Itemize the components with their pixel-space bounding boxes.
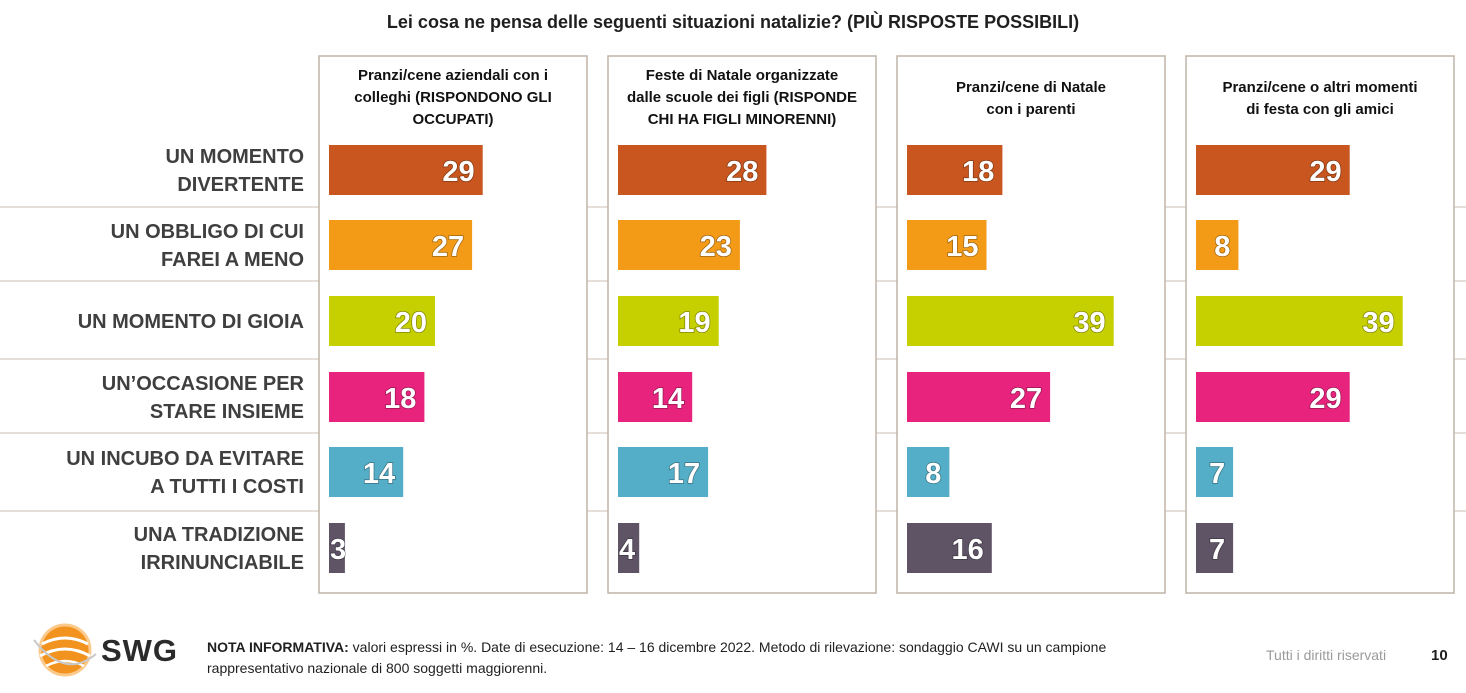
- bar: [1196, 447, 1234, 497]
- column-header: colleghi (RISPONDONO GLI: [354, 89, 552, 106]
- bar: [907, 372, 1051, 422]
- column-header: Feste di Natale organizzate: [646, 67, 839, 84]
- bar: [618, 220, 740, 270]
- bar-value-label: 39: [1362, 307, 1394, 339]
- column-panel-2: Feste di Natale organizzate dalle scuole …: [607, 55, 877, 594]
- column-header: Pranzi/cene aziendali con i: [358, 67, 548, 84]
- column-header: OCCUPATI): [412, 111, 493, 128]
- category-label: UN’OCCASIONE PER: [102, 373, 305, 395]
- column-panel-1: Pranzi/cene aziendali con i colleghi (RIS…: [318, 55, 588, 594]
- bar-value-label: 29: [1309, 383, 1341, 415]
- bar: [618, 372, 693, 422]
- category-label: STARE INSIEME: [150, 401, 304, 423]
- bar: [1196, 145, 1350, 195]
- bar-value-label: 8: [1214, 231, 1230, 263]
- bar-value-label: 39: [1073, 307, 1105, 339]
- category-label: DIVERTENTE: [177, 174, 304, 196]
- column-panel-3: Pranzi/cene di Natale con i parenti 18 15 39…: [896, 55, 1166, 594]
- bar-value-label: 19: [678, 307, 710, 339]
- swg-logo-icon: [33, 623, 97, 677]
- note-label: NOTA INFORMATIVA:: [207, 639, 349, 655]
- bar-value-label: 7: [1209, 458, 1225, 490]
- bar: [329, 523, 345, 573]
- bar: [329, 447, 404, 497]
- bar: [907, 145, 1003, 195]
- column-panel-4: Pranzi/cene o altri momenti di festa con …: [1185, 55, 1455, 594]
- logo-text: SWG: [101, 633, 179, 668]
- category-label: UN MOMENTO: [165, 146, 304, 168]
- bar-value-label: 17: [668, 458, 700, 490]
- category-label: UN OBBLIGO DI CUI: [111, 221, 304, 243]
- bar-value-label: 7: [1209, 534, 1225, 566]
- bar: [618, 523, 640, 573]
- bar: [907, 447, 950, 497]
- note-line-2: rappresentativo nazionale di 800 soggett…: [207, 660, 548, 676]
- category-label: A TUTTI I COSTI: [150, 476, 304, 498]
- bar: [1196, 372, 1350, 422]
- bar: [618, 447, 709, 497]
- bar-value-label: 16: [952, 534, 984, 566]
- bar: [329, 220, 473, 270]
- info-note: NOTA INFORMATIVA: valori espressi in %. …: [207, 637, 1217, 679]
- bar: [1196, 523, 1234, 573]
- bar: [1196, 296, 1403, 346]
- bar-value-label: 4: [619, 534, 635, 566]
- column-header: dalle scuole dei figli (RISPONDE: [627, 89, 857, 106]
- bar: [329, 145, 483, 195]
- bar-value-label: 27: [432, 231, 464, 263]
- category-label: UN INCUBO DA EVITARE: [66, 448, 304, 470]
- chart-title: Lei cosa ne pensa delle seguenti situazi…: [386, 12, 1080, 32]
- bar-value-label: 29: [1309, 156, 1341, 188]
- column-header: con i parenti: [986, 101, 1075, 118]
- bar: [329, 296, 435, 346]
- category-label: UN MOMENTO DI GIOIA: [78, 311, 304, 333]
- note-line-1: valori espressi in %. Date di esecuzione…: [348, 639, 1107, 655]
- page-number: 10: [1431, 647, 1448, 664]
- bar: [907, 296, 1114, 346]
- category-label: IRRINUNCIABILE: [141, 552, 304, 574]
- bar: [618, 145, 767, 195]
- bar-value-label: 23: [700, 231, 732, 263]
- category-label: FAREI A MENO: [161, 249, 304, 271]
- bar-value-label: 28: [726, 156, 758, 188]
- chart-canvas: Pranzi/cene aziendali con i colleghi (RIS…: [0, 55, 1466, 594]
- category-label: UNA TRADIZIONE: [134, 524, 304, 546]
- bar-value-label: 18: [384, 383, 416, 415]
- column-header: di festa con gli amici: [1246, 101, 1394, 118]
- bar-value-label: 8: [925, 458, 941, 490]
- bar: [907, 523, 992, 573]
- category-labels: UN MOMENTO DIVERTENTE UN OBBLIGO DI CUI FAR…: [66, 146, 304, 574]
- column-header: CHI HA FIGLI MINORENNI): [648, 111, 837, 128]
- bar-value-label: 20: [395, 307, 427, 339]
- bar-value-label: 14: [363, 458, 395, 490]
- bar-value-label: 15: [946, 231, 978, 263]
- bar-value-label: 14: [652, 383, 684, 415]
- rights-text: Tutti i diritti riservati: [1266, 647, 1387, 663]
- bar-value-label: 3: [330, 534, 346, 566]
- column-panels: Pranzi/cene aziendali con i colleghi (RIS…: [318, 55, 1455, 594]
- column-header: Pranzi/cene o altri momenti: [1222, 79, 1417, 96]
- bar: [329, 372, 425, 422]
- bar: [1196, 220, 1239, 270]
- bar-value-label: 18: [962, 156, 994, 188]
- column-header: Pranzi/cene di Natale: [956, 79, 1106, 96]
- bar-value-label: 27: [1010, 383, 1042, 415]
- bar-value-label: 29: [442, 156, 474, 188]
- bar: [618, 296, 719, 346]
- bar: [907, 220, 987, 270]
